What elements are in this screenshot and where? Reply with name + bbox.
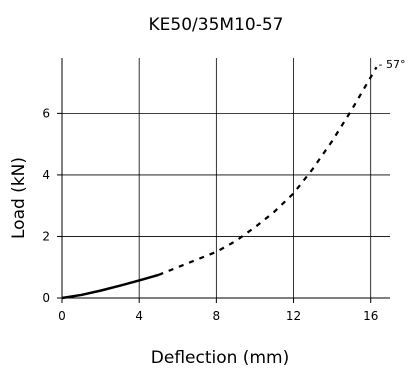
y-axis-label: Load (kN) [9,157,29,239]
grid [62,58,390,298]
series-line-solid [61,273,159,300]
annotations: - 57° [378,58,405,71]
series-line-dashed [158,66,378,276]
y-tick-label: 6 [42,106,50,120]
x-tick-label: 12 [286,309,301,323]
y-tick-label: 2 [42,229,50,243]
y-tick-label: 4 [42,168,50,182]
series [61,66,378,300]
x-tick-label: 16 [363,309,378,323]
x-tick-label: 0 [58,309,66,323]
y-tick-label: 0 [42,291,50,305]
x-tick-label: 4 [135,309,143,323]
tick-labels: 0 4 8 12 16 0 2 4 6 [42,106,378,323]
curve-annotation: - 57° [378,58,405,71]
axes [57,58,390,303]
x-tick-label: 8 [213,309,221,323]
x-axis-label: Deflection (mm) [151,348,289,368]
chart-title: KE50/35M10-57 [149,15,284,35]
